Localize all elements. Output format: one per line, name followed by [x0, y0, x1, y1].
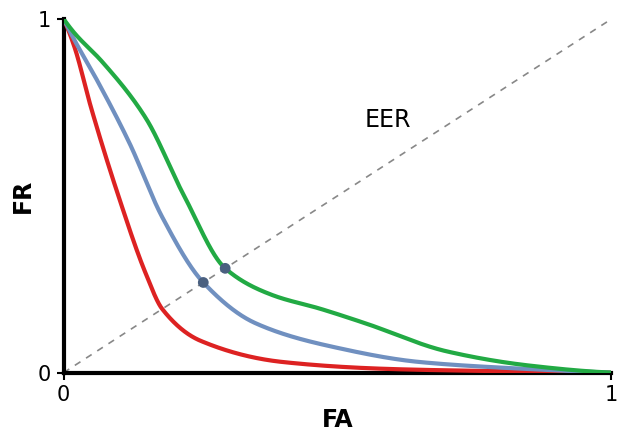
Point — [220, 265, 230, 272]
Y-axis label: FR: FR — [11, 179, 35, 213]
Text: EER: EER — [365, 108, 411, 132]
Point — [198, 279, 208, 286]
X-axis label: FA: FA — [321, 408, 353, 432]
